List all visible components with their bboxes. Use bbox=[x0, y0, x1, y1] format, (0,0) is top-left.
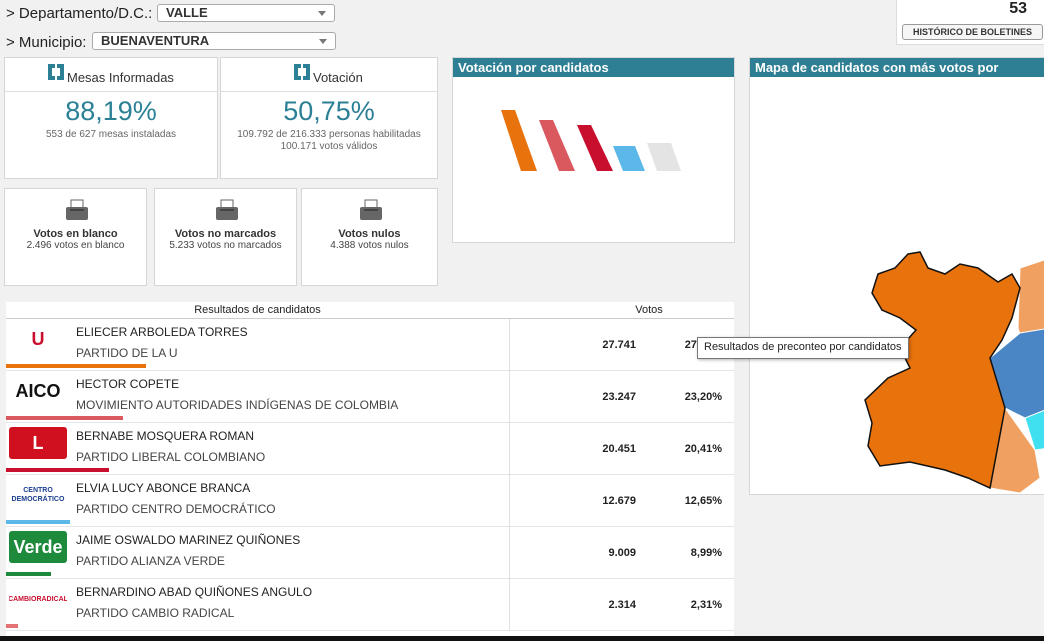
percent-bar bbox=[6, 364, 146, 368]
votacion-detail: 100.171 votos válidos bbox=[280, 141, 378, 152]
ballot-icon bbox=[359, 199, 383, 221]
party-name: MOVIMIENTO AUTORIDADES INDÍGENAS DE COLO… bbox=[76, 398, 399, 412]
vote-card-detail: 5.233 votos no marcados bbox=[169, 240, 282, 251]
percent-bar bbox=[6, 468, 110, 472]
icon bbox=[294, 64, 310, 80]
mesas-percent: 88,19% bbox=[65, 96, 157, 126]
votacion-detail: 109.792 de 216.333 personas habilitadas bbox=[237, 129, 421, 140]
candidate-name: BERNABE MOSQUERA ROMAN bbox=[76, 429, 255, 443]
vote-card: Votos en blanco 2.496 votos en blanco bbox=[4, 188, 147, 286]
vote-card-title: Votos nulos bbox=[338, 228, 401, 240]
party-logo: AICO bbox=[9, 375, 67, 407]
votacion-card: Votación 50,75% 109.792 de 216.333 perso… bbox=[220, 57, 438, 179]
candidate-row: AICO HECTOR COPETE MOVIMIENTO AUTORIDADES … bbox=[6, 371, 734, 423]
candidate-name: ELIECER ARBOLEDA TORRES bbox=[76, 325, 248, 339]
candidate-row: CAMBIORADICAL BERNARDINO ABAD QUIÑONES AN… bbox=[6, 579, 734, 631]
party-name: PARTIDO DE LA U bbox=[76, 346, 178, 360]
map-panel: Mapa de candidatos con más votos por bbox=[749, 57, 1044, 495]
department-select[interactable]: VALLE bbox=[157, 4, 335, 22]
candidate-row: L BERNABE MOSQUERA ROMAN PARTIDO LIBERAL C… bbox=[6, 423, 734, 475]
column-header: Votos bbox=[635, 304, 663, 316]
votacion-percent: 50,75% bbox=[283, 96, 375, 126]
percent: 23,20% bbox=[684, 391, 722, 403]
party-name: PARTIDO CENTRO DEMOCRÁTICO bbox=[76, 502, 276, 516]
divider bbox=[509, 475, 510, 527]
candidate-row: U ELIECER ARBOLEDA TORRES PARTIDO DE LA U 2… bbox=[6, 319, 734, 371]
divider bbox=[509, 319, 510, 371]
boletin-box: 53 HISTÓRICO DE BOLETINES bbox=[896, 0, 1044, 45]
vote-card-title: Votos no marcados bbox=[174, 228, 277, 240]
bar-shape bbox=[577, 125, 613, 171]
panel-title: Mapa de candidatos con más votos por bbox=[750, 58, 1044, 77]
candidate-name: HECTOR COPETE bbox=[76, 377, 180, 391]
panel-title: Votación por candidatos bbox=[453, 58, 734, 77]
percent: 8,99% bbox=[690, 547, 722, 559]
vote-card-title: Votos en blanco bbox=[33, 228, 118, 240]
candidate-name: ELVIA LUCY ABONCE BRANCA bbox=[76, 481, 251, 495]
column-header: Resultados de candidatos bbox=[194, 304, 321, 316]
percent-bar bbox=[6, 624, 18, 628]
percent-bar bbox=[6, 572, 52, 576]
screen-edge bbox=[0, 636, 1044, 641]
bar-shape bbox=[501, 110, 537, 171]
party-name: PARTIDO ALIANZA VERDE bbox=[76, 554, 225, 568]
mini-chart bbox=[501, 110, 681, 171]
tooltip: Resultados de preconteo por candidatos bbox=[697, 337, 909, 359]
map-region bbox=[864, 251, 1021, 490]
icon bbox=[48, 64, 64, 80]
vote-card: Votos no marcados 5.233 votos no marcados bbox=[154, 188, 297, 286]
vote-card-detail: 2.496 votos en blanco bbox=[26, 240, 125, 251]
table-more bbox=[6, 631, 734, 636]
table-header: Resultados de candidatos Votos bbox=[6, 302, 734, 319]
mesas-detail: 553 de 627 mesas instaladas bbox=[45, 129, 177, 140]
votes: 23.247 bbox=[602, 391, 636, 403]
divider bbox=[509, 423, 510, 475]
bar-shape bbox=[647, 143, 681, 171]
percent-bar bbox=[6, 520, 70, 524]
divider bbox=[509, 527, 510, 579]
filter-label: > Departamento/D.C.: bbox=[6, 5, 153, 22]
votes: 12.679 bbox=[602, 495, 636, 507]
bar-shape bbox=[539, 120, 575, 171]
chart-panel: Votación por candidatos bbox=[452, 57, 735, 243]
card-title: Votación bbox=[313, 70, 363, 85]
card-header: Votación bbox=[221, 58, 437, 92]
divider bbox=[509, 371, 510, 423]
municipio-select[interactable]: BUENAVENTURA bbox=[92, 32, 336, 50]
votes: 20.451 bbox=[602, 443, 636, 455]
percent-bar bbox=[6, 416, 124, 420]
map bbox=[864, 251, 1044, 494]
party-logo: CENTRO DEMOCRÁTICO bbox=[9, 479, 67, 511]
boletin-number: 53 bbox=[1009, 0, 1027, 17]
party-logo: Verde bbox=[9, 531, 67, 563]
divider bbox=[509, 579, 510, 631]
bar-shape bbox=[613, 146, 645, 171]
percent: 2,31% bbox=[690, 599, 722, 611]
vote-card-detail: 4.388 votos nulos bbox=[330, 240, 409, 251]
votes: 27.741 bbox=[602, 339, 636, 351]
votes: 9.009 bbox=[608, 547, 636, 559]
party-logo: L bbox=[9, 427, 67, 459]
ballot-icon bbox=[65, 199, 89, 221]
map-region bbox=[1024, 409, 1044, 451]
vote-card: Votos nulos 4.388 votos nulos bbox=[301, 188, 438, 286]
party-logo: U bbox=[9, 323, 67, 355]
party-name: PARTIDO CAMBIO RADICAL bbox=[76, 606, 235, 620]
mesas-card: Mesas Informadas 88,19% 553 de 627 mesas… bbox=[4, 57, 218, 179]
card-title: Mesas Informadas bbox=[67, 70, 174, 85]
candidate-name: BERNARDINO ABAD QUIÑONES ANGULO bbox=[76, 585, 313, 599]
candidate-name: JAIME OSWALDO MARINEZ QUIÑONES bbox=[76, 533, 301, 547]
card-header: Mesas Informadas bbox=[5, 58, 217, 92]
filter-label: > Municipio: bbox=[6, 34, 87, 51]
party-logo: CAMBIORADICAL bbox=[9, 583, 67, 615]
votes: 2.314 bbox=[608, 599, 636, 611]
candidate-row: CENTRO DEMOCRÁTICO ELVIA LUCY ABONCE BRAN… bbox=[6, 475, 734, 527]
party-name: PARTIDO LIBERAL COLOMBIANO bbox=[76, 450, 266, 464]
ballot-icon bbox=[215, 199, 239, 221]
history-button[interactable]: HISTÓRICO DE BOLETINES bbox=[902, 24, 1043, 40]
percent: 20,41% bbox=[684, 443, 722, 455]
candidate-row: Verde JAIME OSWALDO MARINEZ QUIÑONES PARTI… bbox=[6, 527, 734, 579]
percent: 12,65% bbox=[684, 495, 722, 507]
